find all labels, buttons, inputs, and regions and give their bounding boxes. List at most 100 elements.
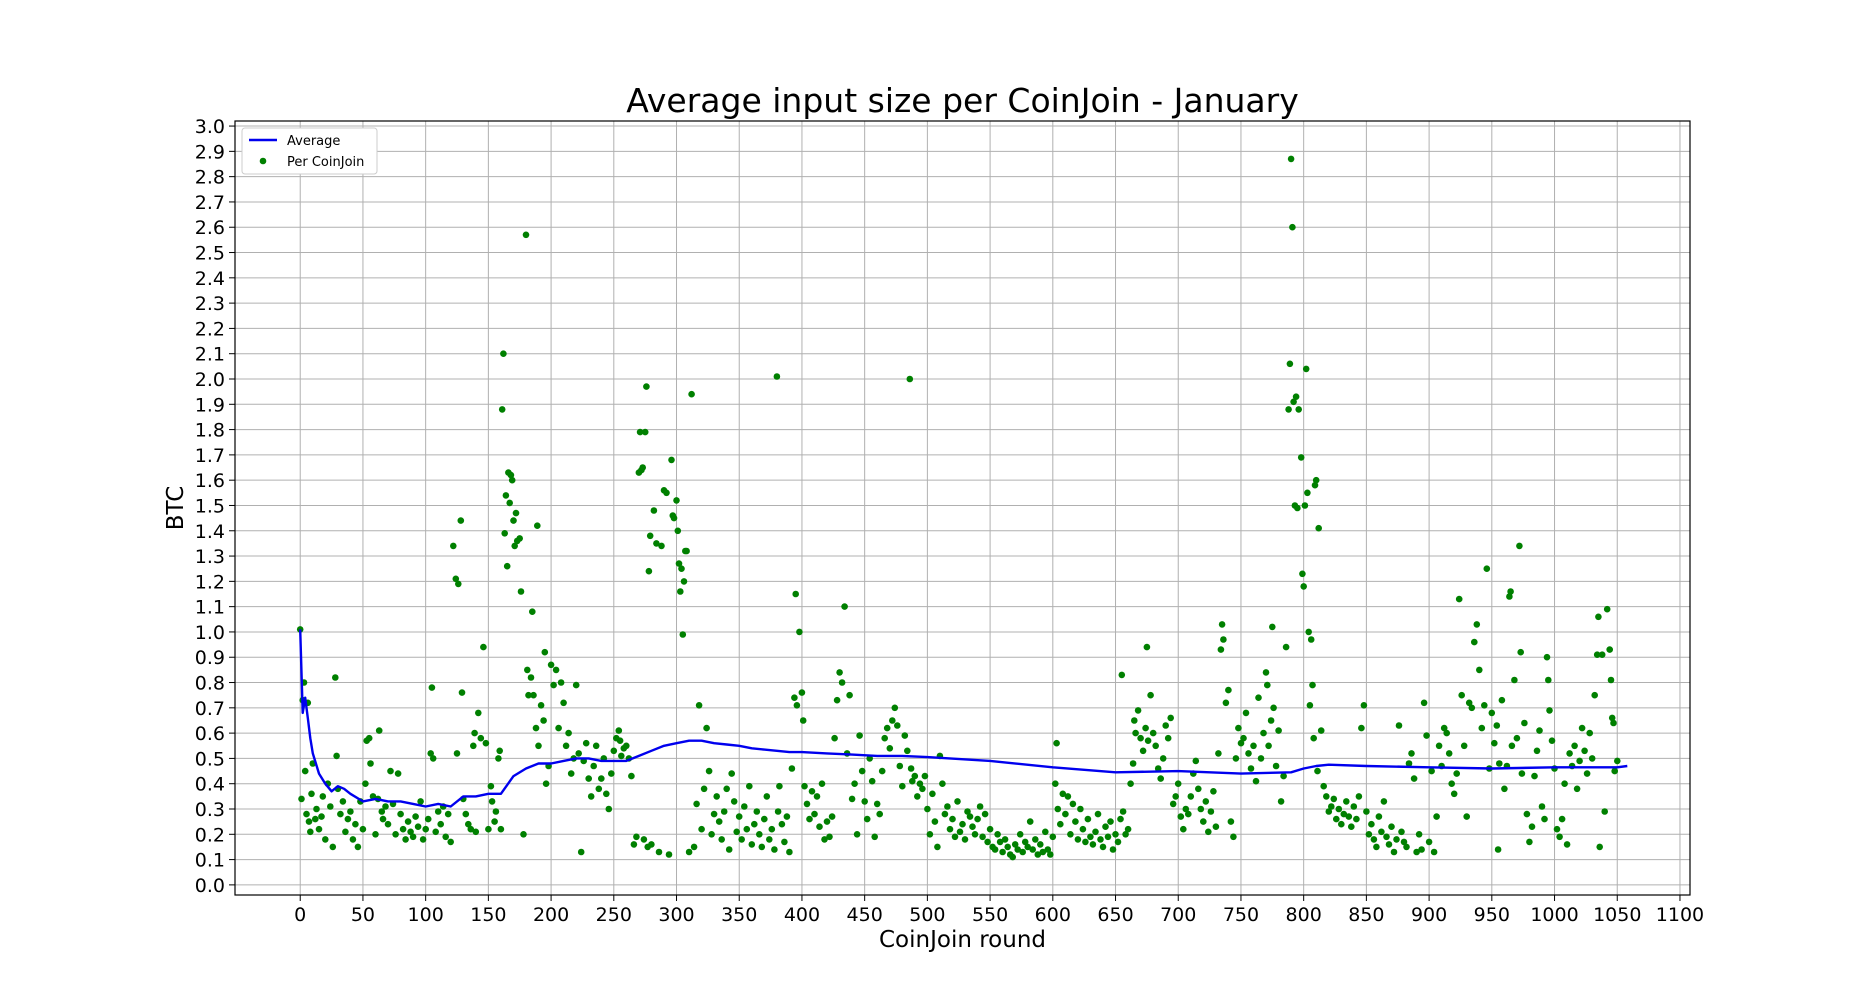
y-tick-label: 1.0	[195, 622, 225, 644]
scatter-point	[1154, 765, 1162, 772]
scatter-point	[1286, 360, 1294, 368]
scatter-point	[375, 727, 383, 734]
scatter-point	[379, 815, 387, 823]
scatter-point	[618, 752, 625, 760]
x-tick-label: 1050	[1593, 904, 1641, 926]
scatter-point	[853, 831, 861, 838]
scatter-point	[318, 813, 325, 820]
scatter-point	[552, 666, 560, 674]
scatter-point	[1368, 820, 1375, 828]
scatter-point	[1277, 798, 1285, 805]
scatter-point	[520, 831, 527, 838]
scatter-point	[1139, 747, 1147, 755]
x-tick-label: 50	[351, 904, 375, 926]
scatter-point	[1202, 798, 1210, 805]
scatter-point	[1099, 843, 1107, 851]
scatter-point	[1001, 836, 1009, 843]
scatter-point	[1177, 813, 1185, 820]
scatter-point	[1606, 646, 1613, 653]
scatter-point	[354, 843, 362, 851]
scatter-point	[333, 752, 340, 760]
scatter-point	[934, 843, 941, 851]
y-tick-label: 1.4	[195, 521, 225, 543]
scatter-point	[587, 793, 595, 800]
y-tick-label: 0.7	[195, 698, 225, 720]
scatter-point	[751, 820, 758, 828]
scatter-point	[1287, 155, 1295, 163]
scatter-point	[1109, 846, 1117, 853]
scatter-point	[1024, 843, 1031, 851]
scatter-point	[1614, 757, 1621, 765]
scatter-point	[1581, 747, 1588, 755]
x-tick-label: 800	[1286, 904, 1322, 926]
scatter-point	[458, 689, 466, 696]
scatter-point	[603, 790, 610, 798]
scatter-point	[831, 734, 838, 742]
scatter-point	[582, 739, 590, 747]
x-tick-label: 450	[847, 904, 883, 926]
scatter-point	[756, 831, 763, 838]
scatter-point	[1323, 793, 1330, 800]
scatter-point	[959, 820, 966, 828]
scatter-point	[1528, 823, 1536, 830]
scatter-point	[848, 795, 856, 803]
scatter-point	[541, 648, 549, 656]
scatter-point	[1403, 843, 1410, 851]
scatter-point	[655, 848, 663, 856]
scatter-point	[1052, 780, 1059, 787]
y-axis-label: BTC	[163, 486, 189, 531]
scatter-point	[688, 390, 695, 398]
scatter-point	[646, 532, 654, 540]
scatter-point	[916, 780, 924, 787]
scatter-point	[680, 578, 688, 585]
scatter-point	[442, 833, 450, 841]
x-tick-label: 650	[1097, 904, 1133, 926]
scatter-point	[623, 742, 630, 750]
scatter-point	[516, 535, 523, 542]
y-tick-label: 2.3	[195, 293, 225, 315]
scatter-point	[1433, 813, 1440, 820]
scatter-point	[725, 846, 733, 853]
scatter-point	[743, 825, 751, 833]
scatter-point	[698, 825, 705, 833]
scatter-point	[931, 818, 939, 825]
scatter-point	[1496, 760, 1503, 767]
scatter-point	[529, 608, 536, 615]
y-tick-label: 1.6	[195, 470, 225, 492]
scatter-point	[560, 699, 567, 707]
scatter-point	[668, 456, 675, 464]
scatter-point	[547, 661, 555, 669]
scatter-point	[339, 798, 347, 805]
scatter-point	[703, 724, 710, 732]
scatter-point	[758, 843, 766, 851]
scatter-point	[715, 818, 723, 825]
scatter-point	[1197, 805, 1205, 813]
scatter-point	[1312, 476, 1320, 484]
scatter-point	[1282, 643, 1290, 651]
scatter-point	[530, 691, 537, 699]
scatter-point	[322, 836, 329, 843]
scatter-point	[1057, 820, 1064, 828]
scatter-point	[1363, 808, 1370, 815]
scatter-point	[1340, 810, 1348, 818]
x-tick-label: 600	[1035, 904, 1071, 926]
scatter-point	[1131, 717, 1138, 724]
scatter-point	[471, 729, 478, 737]
scatter-point	[1014, 846, 1021, 853]
scatter-point	[1450, 790, 1458, 798]
scatter-point	[384, 820, 392, 828]
scatter-point	[1458, 691, 1465, 699]
scatter-point	[332, 674, 339, 681]
scatter-point	[502, 492, 510, 499]
scatter-point	[907, 765, 915, 772]
scatter-point	[1383, 833, 1390, 841]
scatter-point	[555, 724, 562, 732]
scatter-point	[821, 836, 828, 843]
scatter-point	[1513, 734, 1521, 742]
scatter-point	[1593, 651, 1601, 658]
grid	[235, 121, 1690, 895]
scatter-point	[1285, 406, 1292, 413]
scatter-point	[462, 810, 470, 818]
scatter-point	[984, 838, 991, 846]
scatter-point	[1443, 729, 1450, 737]
